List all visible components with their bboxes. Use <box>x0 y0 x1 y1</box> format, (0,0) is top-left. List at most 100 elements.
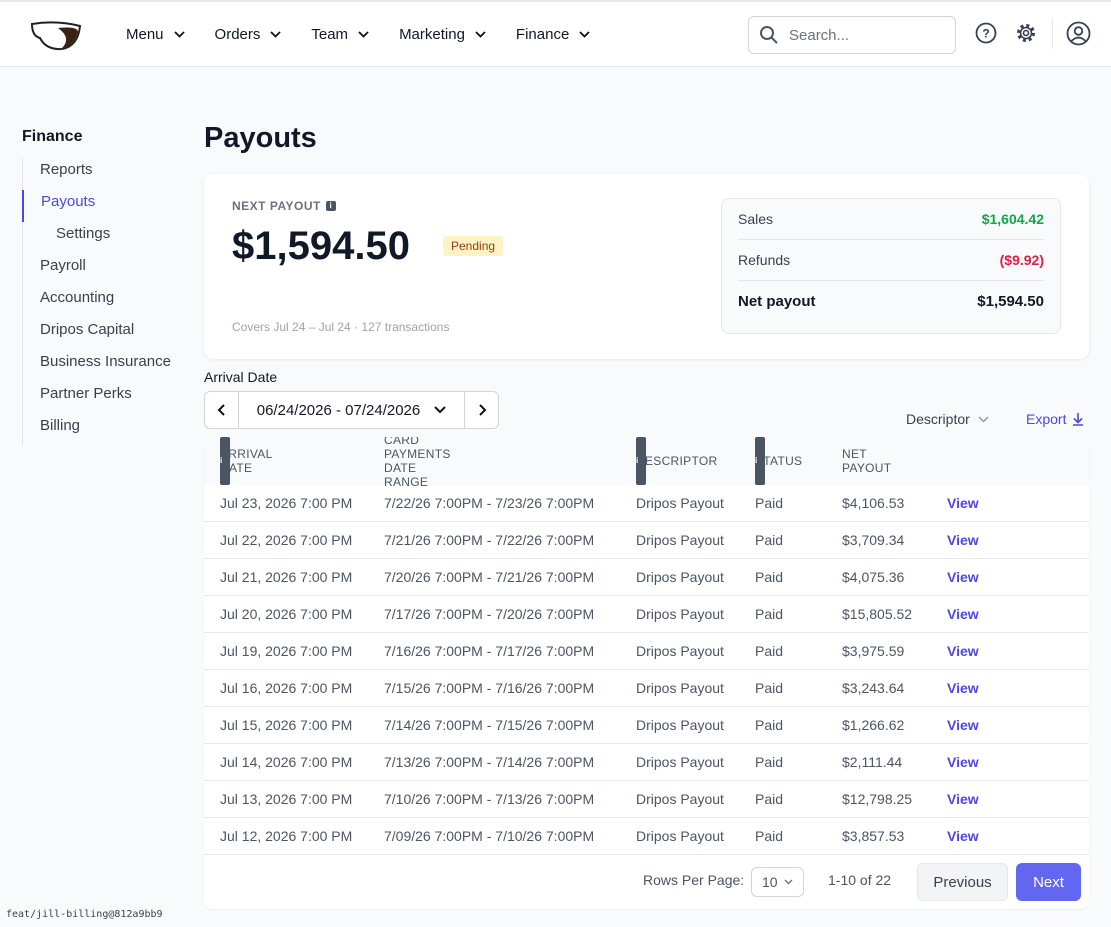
view-link[interactable]: View <box>947 828 979 844</box>
table-cell: Paid <box>755 791 784 807</box>
table-cell: 7/17/26 7:00PM - 7/20/26 7:00PM <box>384 606 595 622</box>
status-badge: Pending <box>443 236 504 256</box>
nav-label: Orders <box>214 26 261 43</box>
table-cell: Dripos Payout <box>636 791 724 807</box>
nav-item[interactable]: Orders <box>215 26 282 43</box>
column-header-text: DESCRIPTOR <box>636 454 718 468</box>
table-cell: Paid <box>755 606 784 622</box>
sidebar-subitem[interactable]: Settings <box>56 225 111 242</box>
info-icon[interactable]: i <box>220 437 230 485</box>
table-cell: 7/21/26 7:00PM - 7/22/26 7:00PM <box>384 532 595 548</box>
table-cell: $4,106.53 <box>842 495 905 511</box>
table-cell: Jul 12, 2026 7:00 PM <box>220 828 353 844</box>
rows-per-page-select[interactable]: 10 <box>751 867 804 897</box>
prev-range[interactable] <box>205 392 239 428</box>
info-icon[interactable]: i <box>636 437 646 485</box>
table-header: ARRIVAL DATE i CARD PAYMENTS DATE RANGE DES… <box>204 437 1089 489</box>
chevron-right <box>478 404 486 416</box>
view-link[interactable]: View <box>947 680 979 696</box>
info-icon[interactable]: i <box>755 437 765 485</box>
sidebar-item[interactable]: Billing <box>40 417 81 434</box>
nav-item[interactable]: Menu <box>126 26 185 43</box>
view-link[interactable]: View <box>947 606 979 622</box>
table-cell: 7/10/26 7:00PM - 7/13/26 7:00PM <box>384 791 595 807</box>
view-link[interactable]: View <box>947 569 979 585</box>
help-icon[interactable]: ? <box>975 22 997 44</box>
table-row: Jul 16, 2026 7:00 PM 7/15/26 7:00PM - 7/1… <box>204 670 1089 707</box>
next-button[interactable]: Next <box>1016 863 1081 901</box>
table-cell: Jul 22, 2026 7:00 PM <box>220 532 353 548</box>
filter-label: Arrival Date <box>204 369 278 385</box>
date-range-picker: 06/24/2026 - 07/24/2026 <box>204 391 499 429</box>
payouts-table: ARRIVAL DATE i CARD PAYMENTS DATE RANGE DES… <box>204 437 1089 909</box>
breakdown-row: Sales $1,604.42 <box>738 199 1044 240</box>
table-cell: 7/20/26 7:00PM - 7/21/26 7:00PM <box>384 569 595 585</box>
breakdown-value: ($9.92) <box>999 252 1044 268</box>
table-cell: Dripos Payout <box>636 680 724 696</box>
table-cell: Paid <box>755 828 784 844</box>
table-cell: Paid <box>755 643 784 659</box>
summary-amount: $1,594.50 <box>232 224 410 268</box>
table-row: Jul 22, 2026 7:00 PM 7/21/26 7:00PM - 7/2… <box>204 522 1089 559</box>
logo[interactable] <box>28 18 84 52</box>
view-link[interactable]: View <box>947 791 979 807</box>
divider <box>1052 19 1053 49</box>
table-cell: Jul 23, 2026 7:00 PM <box>220 495 353 511</box>
view-link[interactable]: View <box>947 495 979 511</box>
svg-text:?: ? <box>982 27 989 41</box>
table-cell: Paid <box>755 754 784 770</box>
table-cell: Jul 15, 2026 7:00 PM <box>220 717 353 733</box>
settings-icon[interactable] <box>1015 22 1037 44</box>
sidebar-item[interactable]: Business Insurance <box>40 353 171 370</box>
rows-per-page-value: 10 <box>762 874 778 890</box>
table-cell: 7/16/26 7:00PM - 7/17/26 7:00PM <box>384 643 595 659</box>
nav-item[interactable]: Team <box>311 26 369 43</box>
table-cell: Jul 13, 2026 7:00 PM <box>220 791 353 807</box>
table-row: Jul 12, 2026 7:00 PM 7/09/26 7:00PM - 7/1… <box>204 818 1089 855</box>
chevron-down <box>270 31 282 38</box>
sidebar-item[interactable]: Payroll <box>40 257 86 274</box>
summary-label: NEXT PAYOUT <box>232 199 321 213</box>
pagination: Rows Per Page: 10 1-10 of 22 Previous Ne… <box>204 855 1089 909</box>
previous-button[interactable]: Previous <box>917 863 1008 901</box>
view-link[interactable]: View <box>947 717 979 733</box>
table-cell: Dripos Payout <box>636 606 724 622</box>
header: Menu Orders Team Marketing Finance Search...… <box>0 0 1111 67</box>
table-cell: 7/13/26 7:00PM - 7/14/26 7:00PM <box>384 754 595 770</box>
range-select[interactable]: 06/24/2026 - 07/24/2026 <box>239 392 465 428</box>
rows-per-page-label: Rows Per Page: <box>643 872 745 888</box>
summary-caption: Covers Jul 24 – Jul 24 · 127 transaction… <box>232 320 450 334</box>
sidebar-item-active[interactable]: Payouts <box>22 190 171 222</box>
view-link[interactable]: View <box>947 643 979 659</box>
view-link[interactable]: View <box>947 754 979 770</box>
summary-card: NEXT PAYOUT i $1,594.50 Pending Covers Ju… <box>204 174 1089 359</box>
view-link[interactable]: View <box>947 532 979 548</box>
table-cell: Dripos Payout <box>636 717 724 733</box>
nav-item[interactable]: Finance <box>516 26 590 43</box>
next-range[interactable] <box>465 392 498 428</box>
sidebar-item[interactable]: Reports <box>40 161 93 178</box>
table-row: Jul 15, 2026 7:00 PM 7/14/26 7:00PM - 7/1… <box>204 707 1089 744</box>
page-range: 1-10 of 22 <box>828 872 892 888</box>
info-icon[interactable]: i <box>325 201 336 211</box>
descriptor-filter[interactable]: Descriptor <box>906 411 989 427</box>
table-cell: $4,075.36 <box>842 569 905 585</box>
table-cell: Paid <box>755 495 784 511</box>
search-box[interactable]: Search... <box>748 16 956 54</box>
sidebar-item[interactable]: Accounting <box>40 289 115 306</box>
sidebar-item[interactable]: Dripos Capital <box>40 321 135 338</box>
nav-label: Menu <box>126 26 164 43</box>
export-button[interactable]: Export <box>1026 411 1084 427</box>
account-icon[interactable] <box>1066 21 1091 46</box>
table-cell: $12,798.25 <box>842 791 913 807</box>
nav-item[interactable]: Marketing <box>399 26 486 43</box>
table-cell: Jul 21, 2026 7:00 PM <box>220 569 353 585</box>
table-row: Jul 23, 2026 7:00 PM 7/22/26 7:00PM - 7/2… <box>204 485 1089 522</box>
sidebar-item[interactable]: Partner Perks <box>40 385 132 402</box>
table-cell: Dripos Payout <box>636 828 724 844</box>
table-row: Jul 13, 2026 7:00 PM 7/10/26 7:00PM - 7/1… <box>204 781 1089 818</box>
table-row: Jul 21, 2026 7:00 PM 7/20/26 7:00PM - 7/2… <box>204 559 1089 596</box>
table-cell: $2,111.44 <box>842 754 903 770</box>
